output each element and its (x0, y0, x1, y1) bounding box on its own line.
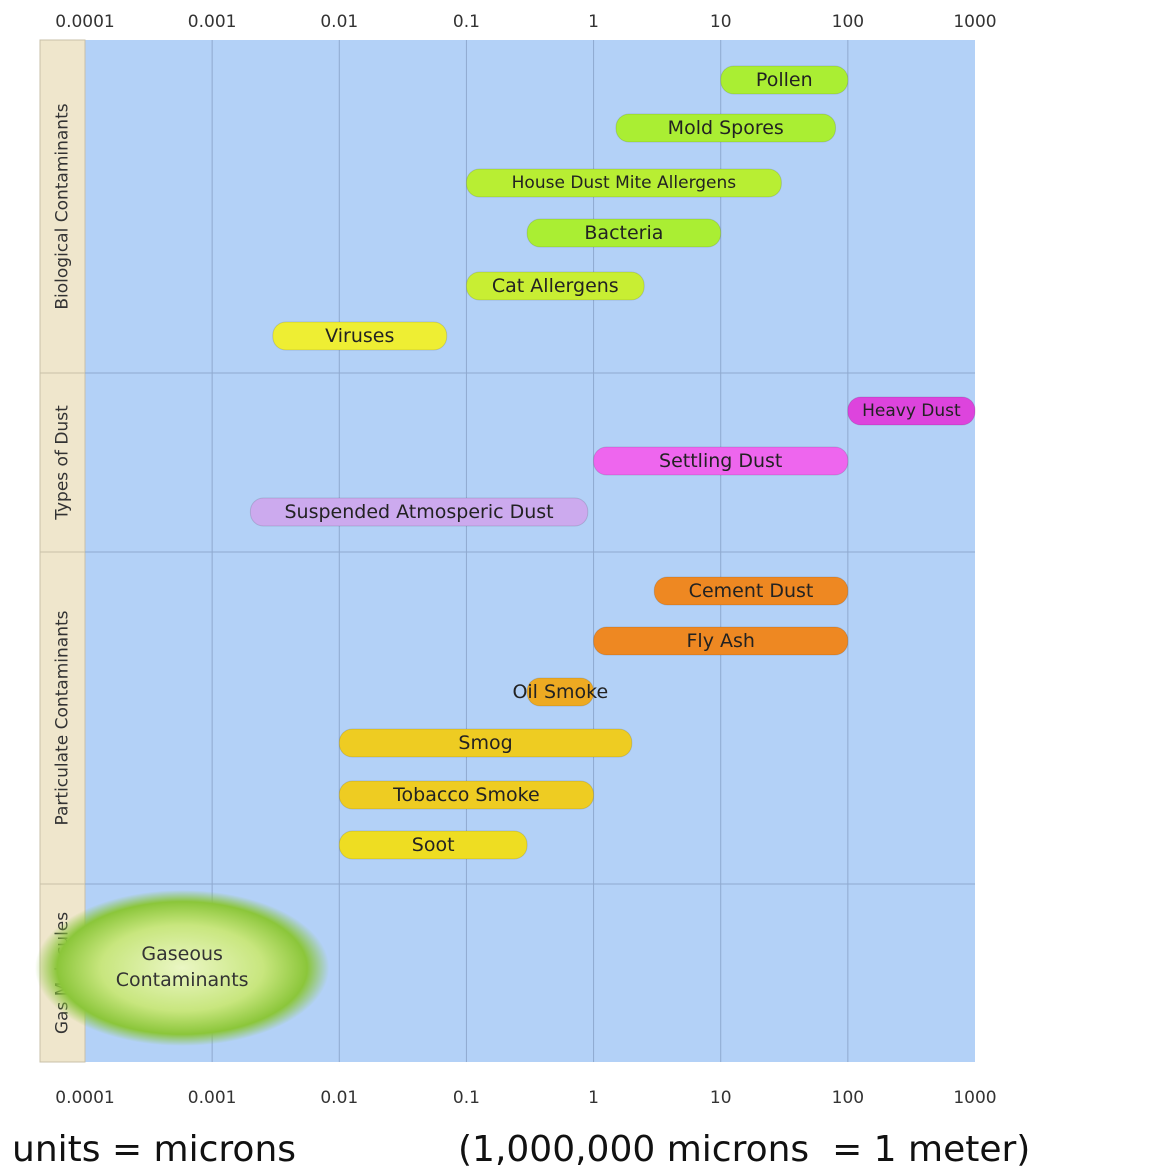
bar-label-house-dust-mite-allergens: House Dust Mite Allergens (512, 173, 737, 193)
bar-fly-ash (593, 626, 849, 656)
top-tick-label: 100 (832, 12, 864, 32)
top-tick-label: 0.001 (188, 12, 237, 32)
bottom-tick-label: 10 (710, 1088, 732, 1108)
bar-cement-dust (653, 576, 849, 606)
bar-label-cement-dust: Cement Dust (689, 580, 814, 602)
category-panel-particulate-contaminants (39, 551, 86, 885)
bar-label-settling-dust: Settling Dust (659, 450, 782, 472)
bar-label-tobacco-smoke: Tobacco Smoke (392, 784, 539, 806)
bar-mold-spores (615, 113, 837, 143)
bar-heavy-dust (847, 396, 976, 426)
category-panel-types-of-dust (39, 372, 86, 553)
bar-viruses (272, 321, 448, 351)
top-axis-tick-labels: 0.0001 0.001 0.01 0.1 1 10 100 1000 (55, 12, 996, 32)
units-footnote: units = microns (12, 1129, 297, 1170)
bar-label-pollen: Pollen (756, 69, 813, 91)
bar-tobacco-smoke (338, 780, 595, 810)
category-panel-biological-contaminants (39, 39, 86, 374)
bottom-tick-label: 0.01 (320, 1088, 358, 1108)
top-tick-label: 0.0001 (55, 12, 114, 32)
bar-label-gaseous-contaminants-line1: Gaseous (141, 943, 223, 965)
bottom-tick-label: 0.0001 (55, 1088, 114, 1108)
bar-pollen (720, 65, 849, 95)
bar-label-gaseous-contaminants-line2: Contaminants (116, 969, 249, 991)
bar-label-fly-ash: Fly Ash (686, 630, 754, 652)
bar-cat-allergens (465, 271, 645, 301)
top-tick-label: 0.01 (320, 12, 358, 32)
bar-label-mold-spores: Mold Spores (668, 117, 784, 139)
bar-gaseous-contaminants (35, 890, 330, 1046)
bar-label-soot: Soot (412, 834, 455, 856)
category-label-biological-contaminants: Biological Contaminants (53, 103, 73, 309)
bar-label-oil-smoke: Oil Smoke (512, 681, 608, 703)
bar-label-cat-allergens: Cat Allergens (492, 275, 619, 297)
bottom-tick-label: 1 (588, 1088, 599, 1108)
grid-lines (85, 40, 975, 1062)
plot-background (85, 40, 975, 1062)
top-tick-label: 0.1 (453, 12, 480, 32)
bar-smog (338, 728, 633, 758)
bar-label-suspended-atmosperic-dust: Suspended Atmosperic Dust (285, 501, 554, 523)
bar-soot (338, 830, 528, 860)
bar-label-smog: Smog (458, 732, 512, 754)
bar-house-dust-mite-allergens (465, 168, 782, 198)
range-bars: Pollen Mold Spores House Dust Mite Allerge… (35, 65, 976, 1046)
bottom-tick-label: 100 (832, 1088, 864, 1108)
bar-bacteria (526, 218, 722, 248)
top-tick-label: 10 (710, 12, 732, 32)
category-label-types-of-dust: Types of Dust (53, 405, 73, 521)
bottom-tick-label: 1000 (953, 1088, 996, 1108)
particle-size-chart: Biological Contaminants Types of Dust Part… (35, 12, 997, 1108)
bar-settling-dust (593, 446, 849, 476)
bottom-tick-label: 0.1 (453, 1088, 480, 1108)
top-tick-label: 1 (588, 12, 599, 32)
scale-footnote: (1,000,000 microns = 1 meter) (458, 1129, 1031, 1170)
category-panels: Biological Contaminants Types of Dust Part… (39, 39, 86, 1063)
bar-label-heavy-dust: Heavy Dust (862, 401, 961, 421)
bar-label-viruses: Viruses (325, 325, 394, 347)
bar-suspended-atmosperic-dust (249, 497, 589, 527)
bottom-axis-tick-labels: 0.0001 0.001 0.01 0.1 1 10 100 1000 (55, 1088, 996, 1108)
category-label-particulate-contaminants: Particulate Contaminants (53, 610, 73, 825)
bottom-tick-label: 0.001 (188, 1088, 237, 1108)
top-tick-label: 1000 (953, 12, 996, 32)
bar-label-bacteria: Bacteria (584, 222, 663, 244)
bar-oil-smoke (526, 677, 595, 707)
